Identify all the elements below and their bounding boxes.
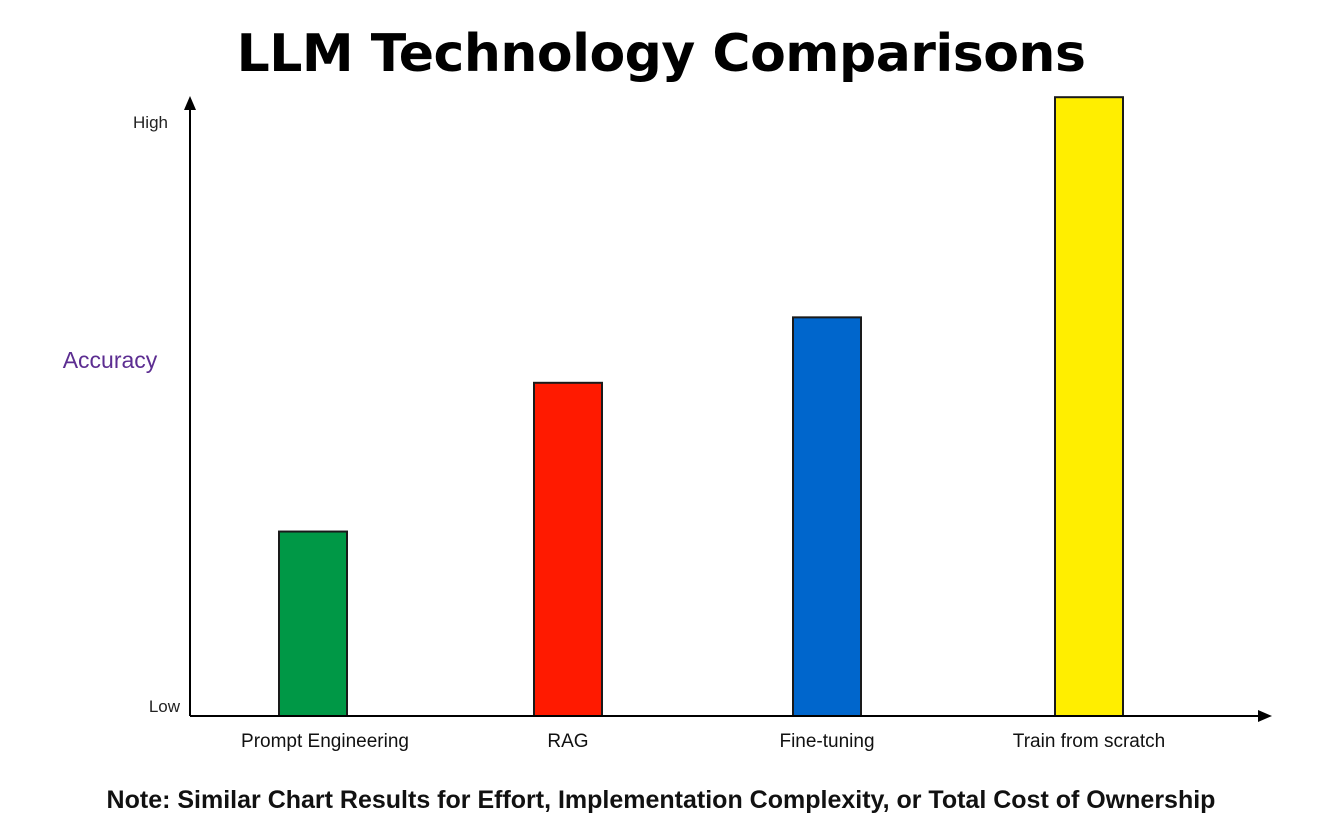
y-axis-label: Accuracy: [63, 347, 158, 373]
bar-chart: High Low Accuracy Prompt Engineering RAG F…: [63, 96, 1272, 752]
bar-series: [278, 96, 1124, 717]
bar-train-from-scratch: [1054, 96, 1124, 717]
y-axis-arrowhead: [184, 96, 196, 110]
bar-fine-tuning: [792, 316, 862, 717]
y-tick-label-low: Low: [149, 697, 181, 716]
x-tick-label-prompt-engineering: Prompt Engineering: [241, 731, 409, 752]
chart-title: LLM Technology Comparisons: [236, 24, 1086, 84]
x-tick-label-rag: RAG: [547, 731, 588, 752]
x-tick-label-fine-tuning: Fine-tuning: [779, 731, 874, 752]
y-tick-label-high: High: [133, 113, 168, 132]
bar-rag: [533, 381, 603, 717]
x-axis-arrowhead: [1258, 710, 1272, 722]
x-tick-label-train-from-scratch: Train from scratch: [1013, 731, 1165, 752]
chart-axes: [184, 96, 1272, 722]
chart-footnote: Note: Similar Chart Results for Effort, …: [106, 786, 1216, 814]
bar-prompt-engineering: [278, 530, 348, 717]
x-tick-labels: Prompt Engineering RAG Fine-tuning Train fr…: [241, 731, 1165, 752]
